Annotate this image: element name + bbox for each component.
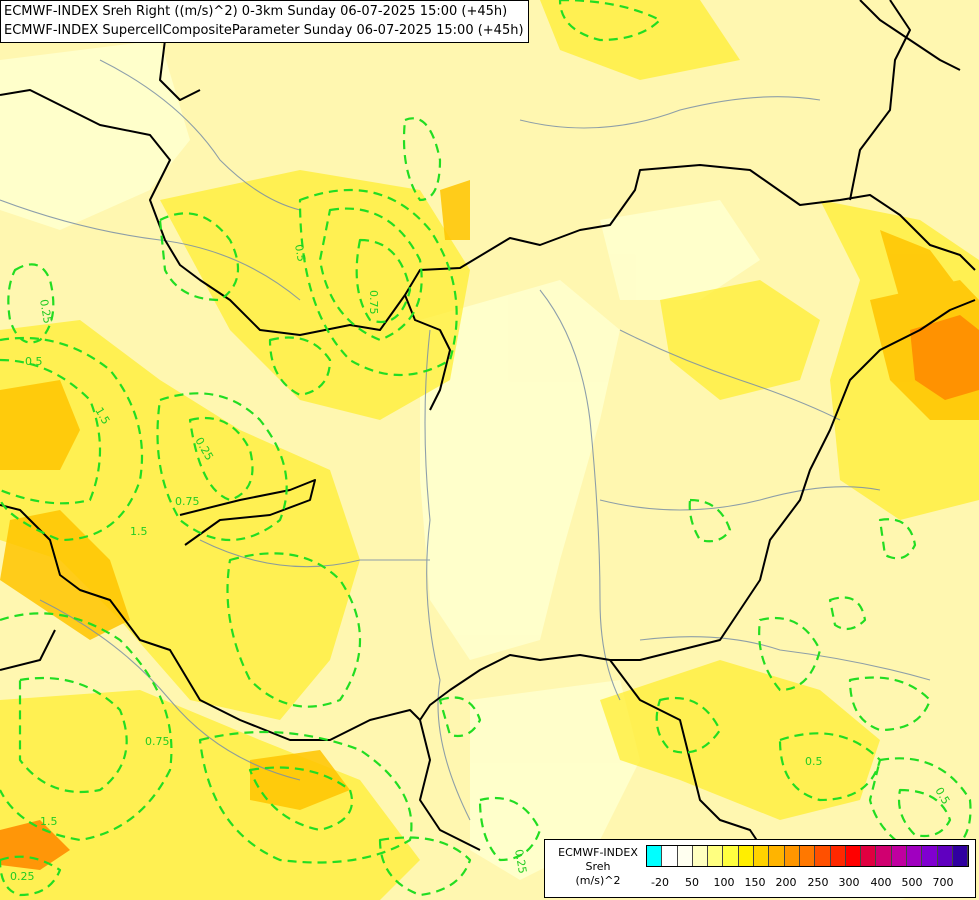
country-borders [0, 0, 976, 861]
legend-swatch [891, 846, 908, 866]
legend-ticks: -20 50 100 150 200 250 300 400 500 700 [646, 876, 972, 890]
legend-tick-label: -20 [651, 876, 669, 889]
legend-swatch [830, 846, 846, 866]
legend-tick-label: 200 [775, 876, 797, 889]
legend-swatch [845, 846, 862, 866]
legend-swatch [708, 846, 724, 866]
contour-label: 0.75 [145, 735, 170, 748]
contour-label: 0.25 [37, 298, 54, 324]
legend-swatch [922, 846, 938, 866]
legend-swatch [815, 846, 831, 866]
legend-tick-label: 700 [932, 876, 954, 889]
legend-swatch [738, 846, 755, 866]
legend-swatch [692, 846, 709, 866]
legend-swatch [647, 846, 663, 866]
contour-label: 0.5 [25, 355, 43, 368]
legend-title-unit: (m/s)^2 [575, 874, 621, 887]
legend-swatch [937, 846, 953, 866]
map-title: ECMWF-INDEX Sreh Right ((m/s)^2) 0-3km S… [0, 0, 529, 43]
contour-label: 0.25 [512, 848, 529, 874]
legend-tick-label: 500 [901, 876, 923, 889]
contour-label: 1.5 [40, 815, 58, 828]
legend-swatch [876, 846, 892, 866]
legend-tick-label: 400 [870, 876, 892, 889]
legend-color-bar [646, 845, 970, 867]
legend-title: ECMWF-INDEX Sreh (m/s)^2 [551, 846, 645, 888]
legend-swatch [677, 846, 693, 866]
legend-swatch [907, 846, 923, 866]
legend-title-variable: Sreh [585, 860, 611, 873]
contour-label: 0.25 [10, 870, 35, 883]
title-line-1: ECMWF-INDEX Sreh Right ((m/s)^2) 0-3km S… [4, 4, 508, 19]
legend-swatch [952, 846, 969, 866]
rivers [0, 59, 931, 821]
legend-swatch [754, 846, 770, 866]
legend-title-model: ECMWF-INDEX [558, 846, 638, 859]
legend-swatch [799, 846, 816, 866]
legend-swatch [784, 846, 800, 866]
title-line-2: ECMWF-INDEX SupercellCompositeParameter … [4, 23, 524, 38]
contour-label: 0.5 [292, 243, 308, 262]
legend-tick-label: 300 [838, 876, 860, 889]
color-legend: ECMWF-INDEX Sreh (m/s)^2 -20 50 100 150 200 2… [544, 839, 976, 898]
contour-label: 0.75 [175, 495, 200, 508]
legend-tick-label: 250 [807, 876, 829, 889]
contour-label: 0.75 [367, 290, 380, 315]
legend-tick-label: 100 [713, 876, 735, 889]
legend-swatch [723, 846, 739, 866]
legend-swatch [662, 846, 678, 866]
legend-tick-label: 150 [744, 876, 766, 889]
contour-label: 1.5 [130, 525, 148, 538]
legend-swatch [861, 846, 877, 866]
legend-swatch [769, 846, 785, 866]
legend-tick-label: 50 [685, 876, 699, 889]
contour-label: 0.5 [805, 755, 823, 768]
